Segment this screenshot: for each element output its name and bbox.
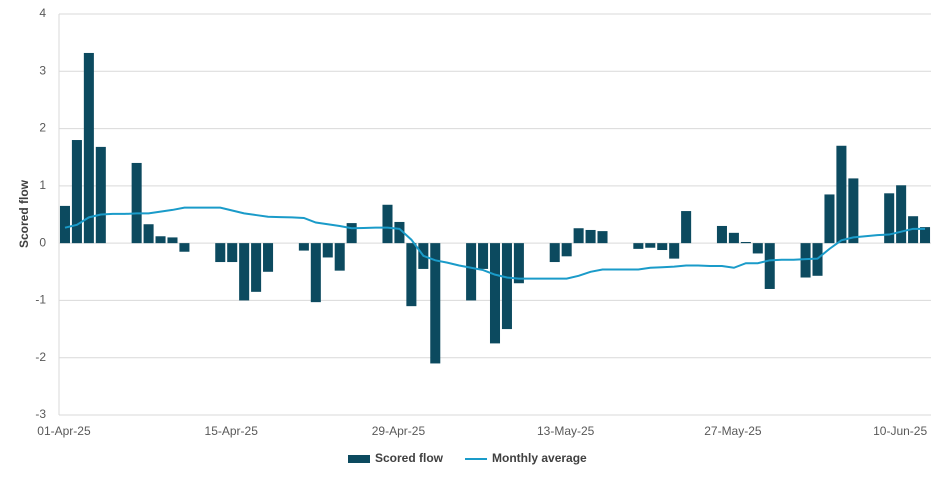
bar bbox=[251, 243, 262, 292]
x-tick-label: 27-May-25 bbox=[704, 424, 762, 438]
bar bbox=[884, 193, 895, 244]
bar bbox=[716, 225, 727, 244]
x-tick-label: 29-Apr-25 bbox=[372, 424, 426, 438]
x-tick-label: 01-Apr-25 bbox=[37, 424, 91, 438]
bar bbox=[478, 243, 489, 269]
bar bbox=[645, 243, 656, 248]
bar bbox=[143, 224, 154, 244]
bar bbox=[633, 243, 644, 249]
bar bbox=[83, 52, 94, 244]
legend-label: Scored flow bbox=[375, 451, 444, 465]
bar bbox=[740, 241, 751, 244]
bar bbox=[573, 228, 584, 244]
bar bbox=[681, 211, 692, 244]
bar bbox=[466, 243, 477, 301]
x-tick-label: 15-Apr-25 bbox=[205, 424, 259, 438]
bar bbox=[131, 162, 142, 244]
bar bbox=[669, 243, 680, 259]
bar bbox=[227, 243, 238, 263]
bar bbox=[167, 237, 178, 244]
y-tick-label: 3 bbox=[39, 63, 46, 77]
bar bbox=[179, 243, 190, 252]
bar bbox=[752, 243, 763, 254]
y-tick-label: -2 bbox=[35, 350, 46, 364]
bar bbox=[728, 232, 739, 244]
bar bbox=[310, 243, 321, 303]
bar bbox=[71, 140, 82, 244]
bar bbox=[585, 229, 596, 244]
y-tick-label: 2 bbox=[39, 121, 46, 135]
line bbox=[64, 206, 926, 280]
bar bbox=[346, 223, 357, 244]
bar bbox=[394, 221, 405, 244]
bar bbox=[597, 231, 608, 244]
bar bbox=[263, 243, 274, 272]
legend-label: Monthly average bbox=[492, 451, 587, 465]
bar bbox=[513, 243, 524, 284]
bar bbox=[836, 145, 847, 244]
bar bbox=[322, 243, 333, 258]
y-tick-label: -3 bbox=[35, 407, 46, 421]
x-tick-label: 10-Jun-25 bbox=[873, 424, 927, 438]
legend-swatch bbox=[348, 455, 370, 463]
bar bbox=[848, 178, 859, 244]
bar bbox=[824, 194, 835, 244]
bar bbox=[298, 243, 309, 251]
bar bbox=[764, 243, 775, 289]
bar bbox=[59, 205, 70, 244]
bar bbox=[657, 243, 668, 251]
bar bbox=[95, 146, 106, 244]
bar bbox=[489, 243, 501, 344]
y-tick-label: 1 bbox=[39, 178, 46, 192]
bar bbox=[406, 243, 417, 307]
x-tick-label: 13-May-25 bbox=[537, 424, 595, 438]
y-tick-label: -1 bbox=[35, 293, 46, 307]
bar bbox=[896, 185, 907, 244]
y-axis-title: Scored flow bbox=[17, 179, 31, 248]
bar bbox=[430, 243, 441, 364]
y-tick-label: 0 bbox=[39, 235, 46, 249]
bar bbox=[920, 227, 931, 244]
bar bbox=[155, 236, 166, 244]
bar bbox=[382, 204, 393, 244]
bar bbox=[215, 243, 226, 263]
bar bbox=[561, 243, 572, 257]
bar bbox=[334, 243, 345, 271]
bar bbox=[239, 243, 250, 301]
bar bbox=[800, 243, 811, 278]
y-tick-label: 4 bbox=[39, 6, 46, 20]
bar bbox=[549, 243, 560, 263]
bar bbox=[501, 243, 512, 330]
